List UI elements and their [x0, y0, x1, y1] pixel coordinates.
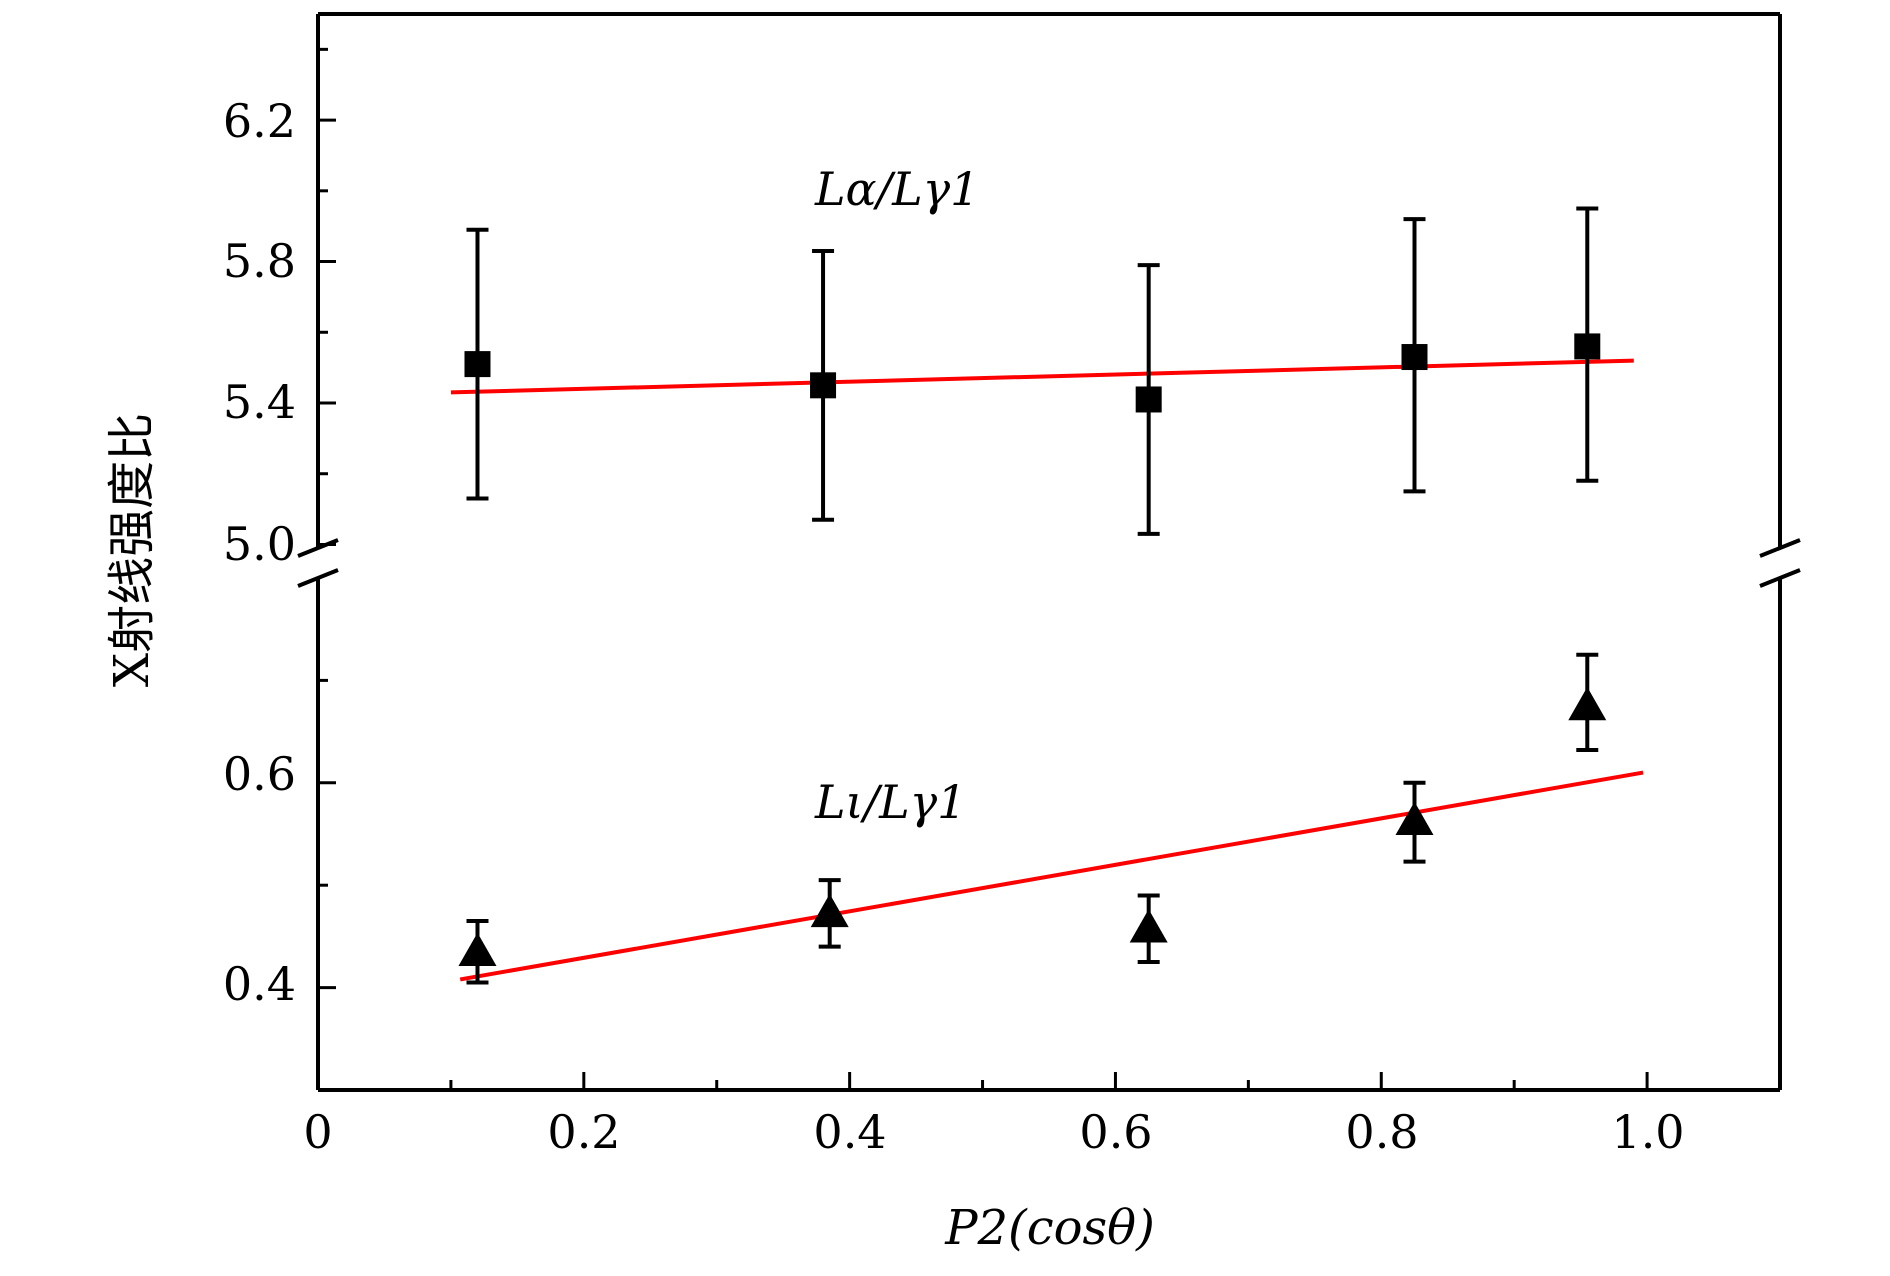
- y-tick-label: 0.6: [223, 747, 296, 801]
- x-tick-labels: 0 0.2 0.4 0.6 0.8 1.0: [303, 1105, 1684, 1159]
- y-tick-label: 6.2: [223, 94, 296, 148]
- right-break-mark: [1759, 538, 1801, 558]
- data-point-square: [1401, 344, 1428, 371]
- data-point-triangle: [1129, 909, 1168, 943]
- series-lower: [458, 652, 1644, 985]
- x-tick-label: 0: [303, 1105, 332, 1159]
- series-label-lower: Lι/Lγ1: [814, 775, 966, 829]
- fit-line: [450, 358, 1634, 395]
- right-break-mark: [1759, 568, 1801, 588]
- left-break-mark: [297, 538, 339, 558]
- data-point-square: [1135, 386, 1162, 413]
- series-upper: [450, 206, 1634, 536]
- data-point-triangle: [458, 932, 497, 967]
- series-label-upper: Lα/Lγ1: [814, 162, 979, 216]
- data-point-square: [464, 351, 491, 378]
- data-point-triangle: [810, 893, 849, 928]
- x-tick-label: 0.6: [1079, 1105, 1152, 1159]
- y-tick-label: 5.0: [223, 517, 296, 571]
- x-tick-label: 0.8: [1345, 1105, 1418, 1159]
- left-break-mark: [297, 568, 339, 588]
- y-tick-label: 5.4: [223, 375, 296, 429]
- y-axis-label: X射线强度比: [104, 413, 160, 687]
- series-layer: [450, 206, 1644, 985]
- x-axis-label: P2(cosθ): [944, 1200, 1155, 1256]
- y-tick-label: 0.4: [223, 957, 296, 1011]
- fit-line: [459, 770, 1644, 982]
- data-point-triangle: [1395, 801, 1434, 835]
- x-tick-label: 0.2: [547, 1105, 620, 1159]
- x-tick-label: 0.4: [813, 1105, 886, 1159]
- x-tick-label: 1.0: [1611, 1105, 1684, 1159]
- axis-ticks: [316, 47, 1782, 1090]
- y-tick-labels: 5.0 5.4 5.8 6.2 0.4 0.6: [223, 94, 296, 1011]
- y-tick-label: 5.8: [223, 234, 296, 288]
- data-point-square: [1574, 333, 1601, 360]
- plot-frame: [297, 12, 1801, 1092]
- data-point-square: [810, 372, 837, 399]
- data-point-triangle: [1568, 687, 1607, 721]
